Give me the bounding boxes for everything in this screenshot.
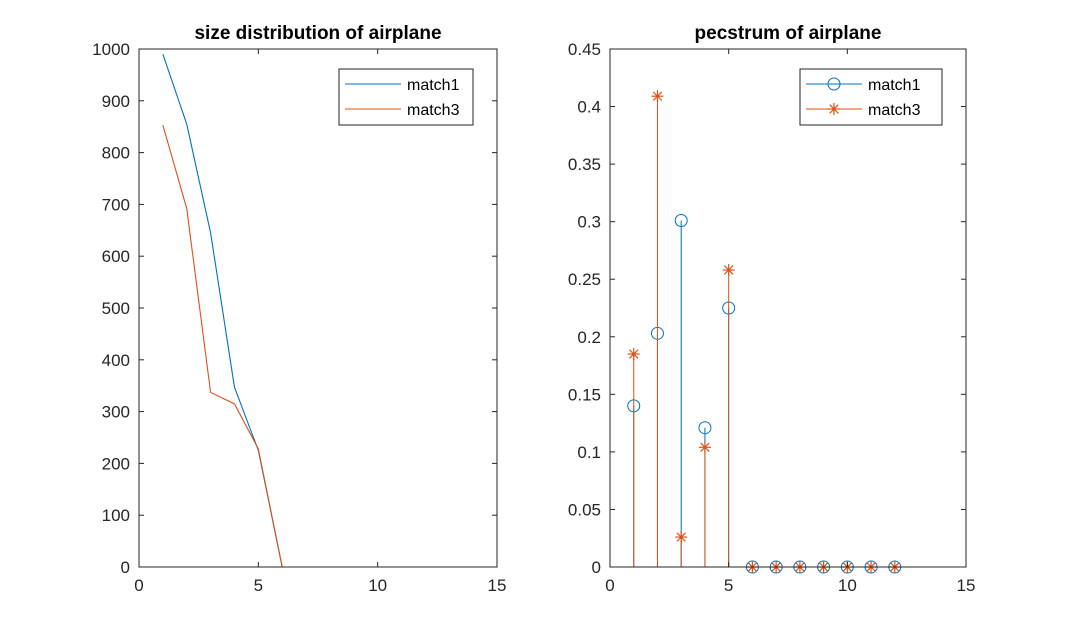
axes: 0 5 10 15 0 100 200 300 400 500 600 700 800 900 1000 [92,40,506,595]
chart-title: pecstrum of airplane [695,23,882,44]
y-tick-label: 0 [121,558,130,577]
legend-label: match1 [407,77,460,94]
pecstrum-chart: pecstrum of airplane 0 5 10 1500.050.10.150… [568,23,976,595]
data-point-circle [827,77,841,91]
y-tick-label: 0.45 [568,40,601,59]
data-point-circle [698,421,712,435]
x-tick-label: 0 [134,576,143,595]
legend: match1 match3 [338,68,474,126]
legend-label: match1 [868,77,921,94]
y-tick-label: 100 [102,506,130,525]
y-tick-label: 700 [102,195,130,214]
y-tick-label: 0.15 [568,385,601,404]
y-tick-label: 200 [102,454,130,473]
legend-box [799,68,943,126]
chart-title: size distribution of airplane [194,23,441,44]
x-tick-label: 0 [605,576,614,595]
axes: 0 5 10 15 0 0.05 0.1 0.15 0.2 0.25 0.3 0.35 0.4 0.45 [568,40,976,595]
y-tick-label: 600 [102,247,130,266]
x-tick-label: 15 [957,576,976,595]
data-point-asterisk [698,441,711,454]
x-tick-label: 15 [488,576,507,595]
data-point-circle [674,214,688,228]
y-tick-label: 900 [102,92,130,111]
x-tick-label: 10 [838,576,857,595]
legend-label: match3 [868,102,921,119]
legend: match1 match3 [799,68,943,126]
y-tick-label: 0.2 [577,328,601,347]
x-tick-label: 5 [724,576,733,595]
legend-label: match3 [407,102,460,119]
y-tick-label: 500 [102,299,130,318]
y-tick-label: 0.35 [568,155,601,174]
y-tick-label: 800 [102,144,130,163]
data-point-asterisk [828,103,840,115]
axes-box [609,48,967,568]
y-tick-label: 0.1 [577,443,601,462]
data-point-asterisk [651,90,664,103]
data-point-asterisk [722,264,735,277]
x-tick-label: 5 [254,576,263,595]
y-tick-label: 0.25 [568,270,601,289]
y-tick-label: 0.3 [577,213,601,232]
y-tick-label: 400 [102,351,130,370]
y-tick-label: 0.05 [568,500,601,519]
y-tick-label: 300 [102,403,130,422]
legend-box [338,68,474,126]
data-point-asterisk [627,348,640,361]
size-distribution-chart: size distribution of airplane 0 5 10 15 0 100… [92,23,506,595]
y-tick-label: 0 [592,558,601,577]
data-point-asterisk [675,531,688,544]
y-tick-label: 0.4 [577,98,601,117]
y-tick-label: 1000 [92,40,130,59]
x-tick-label: 10 [368,576,387,595]
